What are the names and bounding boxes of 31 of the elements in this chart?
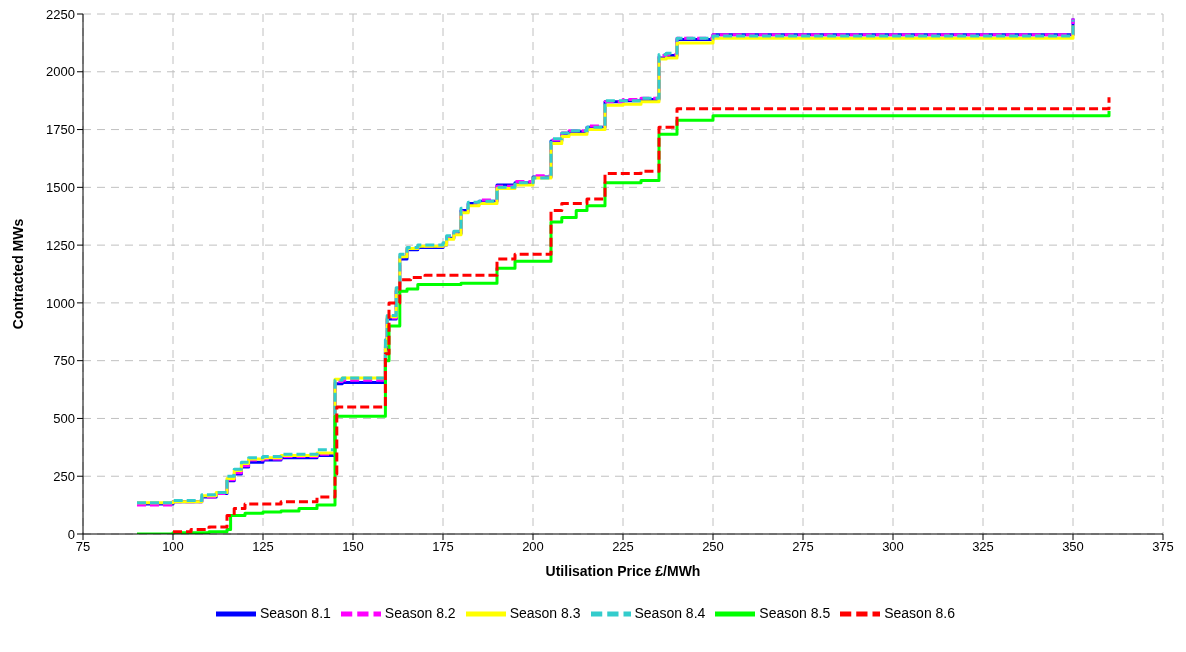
y-tick-label: 750	[53, 353, 75, 369]
legend-label: Season 8.3	[509, 604, 581, 621]
x-tick-label: 275	[792, 539, 814, 555]
legend-label: Season 8.5	[759, 604, 831, 621]
x-axis-title: Utilisation Price £/MWh	[545, 563, 701, 579]
legend-label: Season 8.2	[384, 604, 456, 621]
legend-label: Season 8.6	[884, 604, 956, 621]
y-tick-label: 0	[67, 526, 75, 542]
x-tick-label: 200	[522, 539, 544, 555]
x-tick-label: 375	[1152, 539, 1174, 555]
y-tick-label: 1000	[46, 295, 75, 311]
y-tick-label: 2000	[46, 64, 75, 80]
y-tick-label: 500	[53, 411, 75, 427]
x-tick-label: 150	[342, 539, 364, 555]
x-tick-label: 225	[612, 539, 634, 555]
legend-label: Season 8.4	[634, 604, 706, 621]
y-tick-label: 1500	[46, 179, 75, 195]
y-axis-title: Contracted MWs	[9, 218, 26, 330]
x-tick-label: 175	[432, 539, 454, 555]
y-tick-label: 250	[53, 468, 75, 484]
y-tick-label: 1750	[46, 122, 75, 138]
x-tick-label: 250	[702, 539, 724, 555]
x-tick-label: 350	[1062, 539, 1084, 555]
y-tick-label: 1250	[46, 237, 75, 253]
y-tick-label: 2250	[46, 6, 75, 22]
x-tick-label: 300	[882, 539, 904, 555]
x-tick-label: 325	[972, 539, 994, 555]
x-tick-label: 125	[252, 539, 274, 555]
x-tick-label: 75	[75, 539, 91, 555]
x-tick-label: 100	[162, 539, 184, 555]
legend-label: Season 8.1	[259, 604, 331, 621]
